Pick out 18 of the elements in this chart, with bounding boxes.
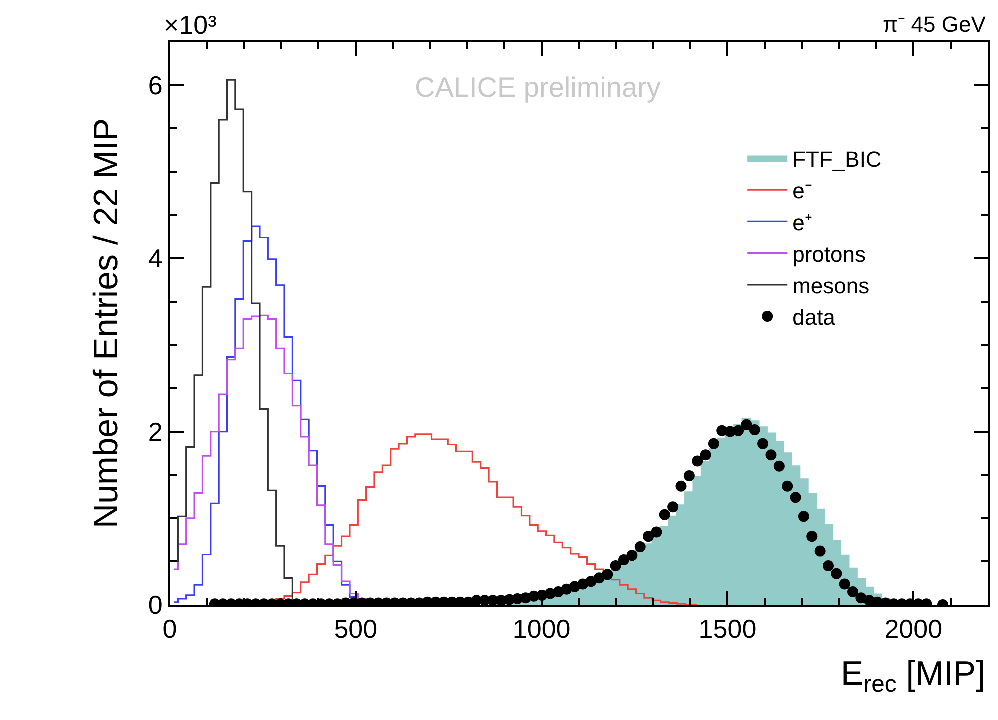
y-tick-label: 4 — [148, 244, 163, 274]
chart-title: π⁻ 45 GeV — [883, 12, 986, 37]
legend-label: mesons — [792, 273, 870, 298]
x-tick-label: 2000 — [884, 614, 943, 644]
x-axis-title: E$_{rec}$ [MIP] — [841, 655, 986, 698]
legend-label: e⁻ — [792, 178, 812, 204]
legend-label: e⁺ — [792, 210, 812, 236]
x-tick-label: 1500 — [698, 614, 757, 644]
y-axis-title: Number of Entries / 22 MIP — [87, 118, 126, 529]
legend-label: data — [792, 305, 836, 330]
y-tick-label: 0 — [148, 590, 163, 620]
legend-label: protons — [792, 242, 866, 267]
x-tick-label: 500 — [334, 614, 378, 644]
text: ×10³ — [164, 10, 218, 40]
legend-label: FTF_BIC — [792, 147, 882, 172]
y-tick-label: 6 — [148, 70, 163, 100]
x-tick-label: 1000 — [512, 614, 571, 644]
y-tick-label: 2 — [148, 416, 163, 447]
